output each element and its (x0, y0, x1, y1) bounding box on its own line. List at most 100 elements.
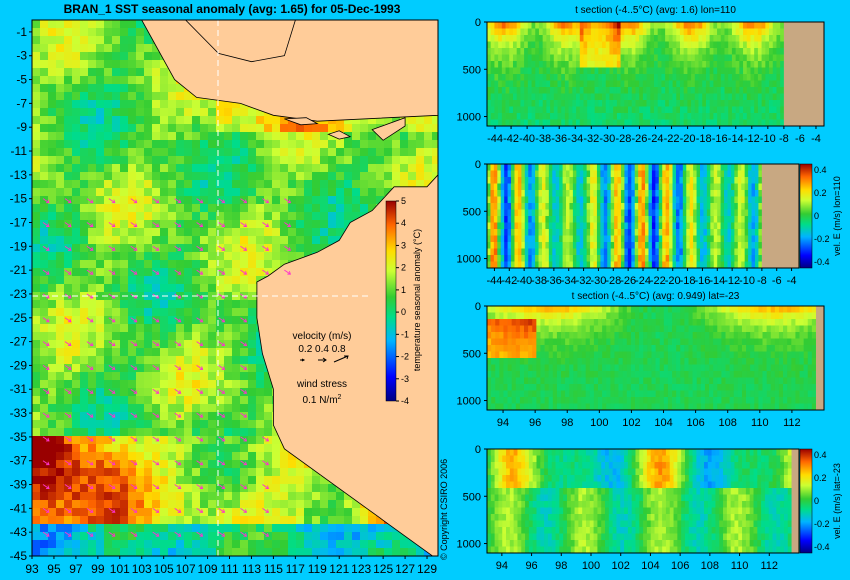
map-y-tick-label: -29 (10, 358, 28, 372)
velocity-legend-arrows (300, 355, 349, 363)
panel-x-tick-label: -34 (567, 133, 583, 145)
section-land (783, 22, 824, 126)
panel-x-tick-label: -8 (779, 133, 789, 145)
map-x-tick-label: 119 (308, 562, 327, 576)
map-y-tick-label: -21 (10, 263, 28, 277)
map-x-tick-label: 111 (220, 562, 239, 576)
map-title: BRAN_1 SST seasonal anomaly (avg: 1.65) … (64, 2, 401, 16)
panel-x-tick-label: -8 (757, 275, 767, 287)
panel-x-tick-label: -34 (561, 275, 577, 287)
panel-y-tick-label: 500 (463, 491, 481, 503)
map-x-tick-label: 103 (132, 562, 152, 576)
velocity-colorbar-tick: -0.2 (814, 519, 830, 529)
panel-x-tick-label: 112 (761, 560, 779, 572)
panel-x-tick-label: -18 (680, 275, 696, 287)
velocity-legend-values: 0.2 0.4 0.8 (298, 344, 346, 355)
velocity-legend-title: velocity (m/s) (293, 331, 352, 342)
panel-x-tick-label: -30 (599, 133, 615, 145)
panel-x-tick-label: -14 (709, 275, 725, 287)
section-land (815, 306, 824, 410)
wind-legend-value: 0.1 N/m2 (303, 394, 342, 406)
map-colorbar-tick: 5 (401, 196, 406, 206)
panel-x-tick-label: 110 (751, 417, 769, 429)
panel-x-tick-label: -12 (744, 133, 760, 145)
panel-x-tick-label: -16 (694, 275, 710, 287)
panel-title: t section (-4..5°C) (avg: 1.6) lon=110 (575, 5, 736, 16)
map-y-tick-label: -41 (10, 501, 28, 515)
map-x-tick-label: 109 (198, 562, 218, 576)
map-y-tick-label: -27 (10, 335, 28, 349)
map-x-tick-label: 129 (417, 562, 437, 576)
section-panel-1: t section (-4..5°C) (avg: 1.6) lon=110 0 5… (457, 5, 825, 145)
map-colorbar-tick: -1 (401, 329, 409, 339)
panel-x-tick-label: 112 (783, 417, 801, 429)
panel-x-tick-label: -42 (503, 133, 519, 145)
panel-x-tick-label: -10 (760, 133, 776, 145)
panel-x-tick-label: 94 (497, 417, 509, 429)
map-x-tick-label: 101 (110, 562, 130, 576)
panel-x-tick-label: -38 (531, 275, 547, 287)
map-y-tick-label: -39 (10, 478, 28, 492)
map-y-tick-label: -5 (16, 73, 27, 87)
map-colorbar-tick: -4 (401, 396, 409, 406)
map-colorbar-label: temperature seasonal anomaly (°C) (412, 229, 422, 371)
panel-x-tick-label: 108 (719, 417, 737, 429)
panel-x-tick-label: -26 (620, 275, 636, 287)
panel-y-tick-label: 1000 (457, 396, 481, 408)
velocity-colorbar-tick: -0.2 (814, 234, 830, 244)
panel-x-tick-label: -40 (516, 275, 532, 287)
section-panel-3: t section (-4..5°C) (avg: 0.949) lat=-23… (457, 291, 825, 429)
panel-x-tick-label: 106 (686, 417, 704, 429)
map-y-tick-label: -1 (16, 25, 27, 39)
panel-x-tick-label: -40 (519, 133, 535, 145)
map-y-tick-label: -13 (10, 168, 28, 182)
panel-x-tick-label: 104 (654, 417, 672, 429)
map-colorbar-tick: -3 (401, 374, 409, 384)
map-y-tick-label: -25 (10, 311, 28, 325)
panel-y-tick-label: 500 (463, 348, 481, 360)
panel-y-tick-label: 0 (475, 301, 481, 313)
velocity-vectors (42, 198, 292, 537)
panel-x-tick-label: 94 (496, 560, 508, 572)
panel-x-tick-label: -4 (787, 275, 797, 287)
velocity-colorbar-tick: 0 (814, 496, 819, 506)
map-x-tick-label: 105 (154, 562, 174, 576)
section-panels: t section (-4..5°C) (avg: 1.6) lon=110 0 5… (457, 5, 842, 572)
panel-x-tick-label: 106 (671, 560, 689, 572)
panel-x-tick-label: -14 (728, 133, 744, 145)
map-y-tick-label: -35 (10, 430, 28, 444)
panel-y-tick-label: 0 (475, 17, 481, 29)
velocity-colorbar-label: vel. E (m/s) lat=-23 (832, 463, 842, 539)
map-x-tick-label: 97 (69, 562, 83, 576)
panel-x-tick-label: -36 (551, 133, 567, 145)
panel-x-tick-label: 98 (561, 417, 573, 429)
panel-x-tick-label: 96 (525, 560, 537, 572)
panel-y-tick-label: 0 (475, 159, 481, 171)
map-x-tick-label: 125 (373, 562, 393, 576)
map-x-tick-label: 107 (176, 562, 196, 576)
panel-title: t section (-4..5°C) (avg: 0.949) lat=-23 (572, 291, 740, 302)
panel-y-tick-label: 1000 (457, 254, 481, 266)
map-y-tick-label: -23 (10, 287, 28, 301)
map-x-tick-label: 117 (286, 562, 305, 576)
panel-x-tick-label: -26 (631, 133, 647, 145)
map-y-tick-label: -31 (10, 382, 28, 396)
map-x-tick-label: 127 (395, 562, 415, 576)
section-land (761, 164, 799, 268)
velocity-colorbar-tick: 0.2 (814, 473, 827, 483)
panel-x-tick-label: -18 (696, 133, 712, 145)
panel-x-tick-label: -16 (712, 133, 728, 145)
panel-x-tick-label: -44 (487, 133, 503, 145)
velocity-colorbar-tick: 0 (814, 211, 819, 221)
map-y-tick-label: -3 (16, 49, 27, 63)
sst-map (31, 19, 439, 557)
velocity-colorbar-tick: 0.2 (814, 188, 827, 198)
map-x-tick-label: 113 (242, 562, 261, 576)
map-x-axis: 93 95 97 99 101 103 105 107 109 111 113 115 117 119 12… (25, 556, 437, 576)
panel-x-tick-label: -30 (590, 275, 606, 287)
panel-y-tick-label: 0 (475, 444, 481, 456)
wind-legend-title: wind stress (296, 379, 347, 390)
map-x-tick-label: 115 (264, 562, 283, 576)
map-x-tick-label: 99 (91, 562, 105, 576)
panel-x-tick-label: 108 (701, 560, 719, 572)
